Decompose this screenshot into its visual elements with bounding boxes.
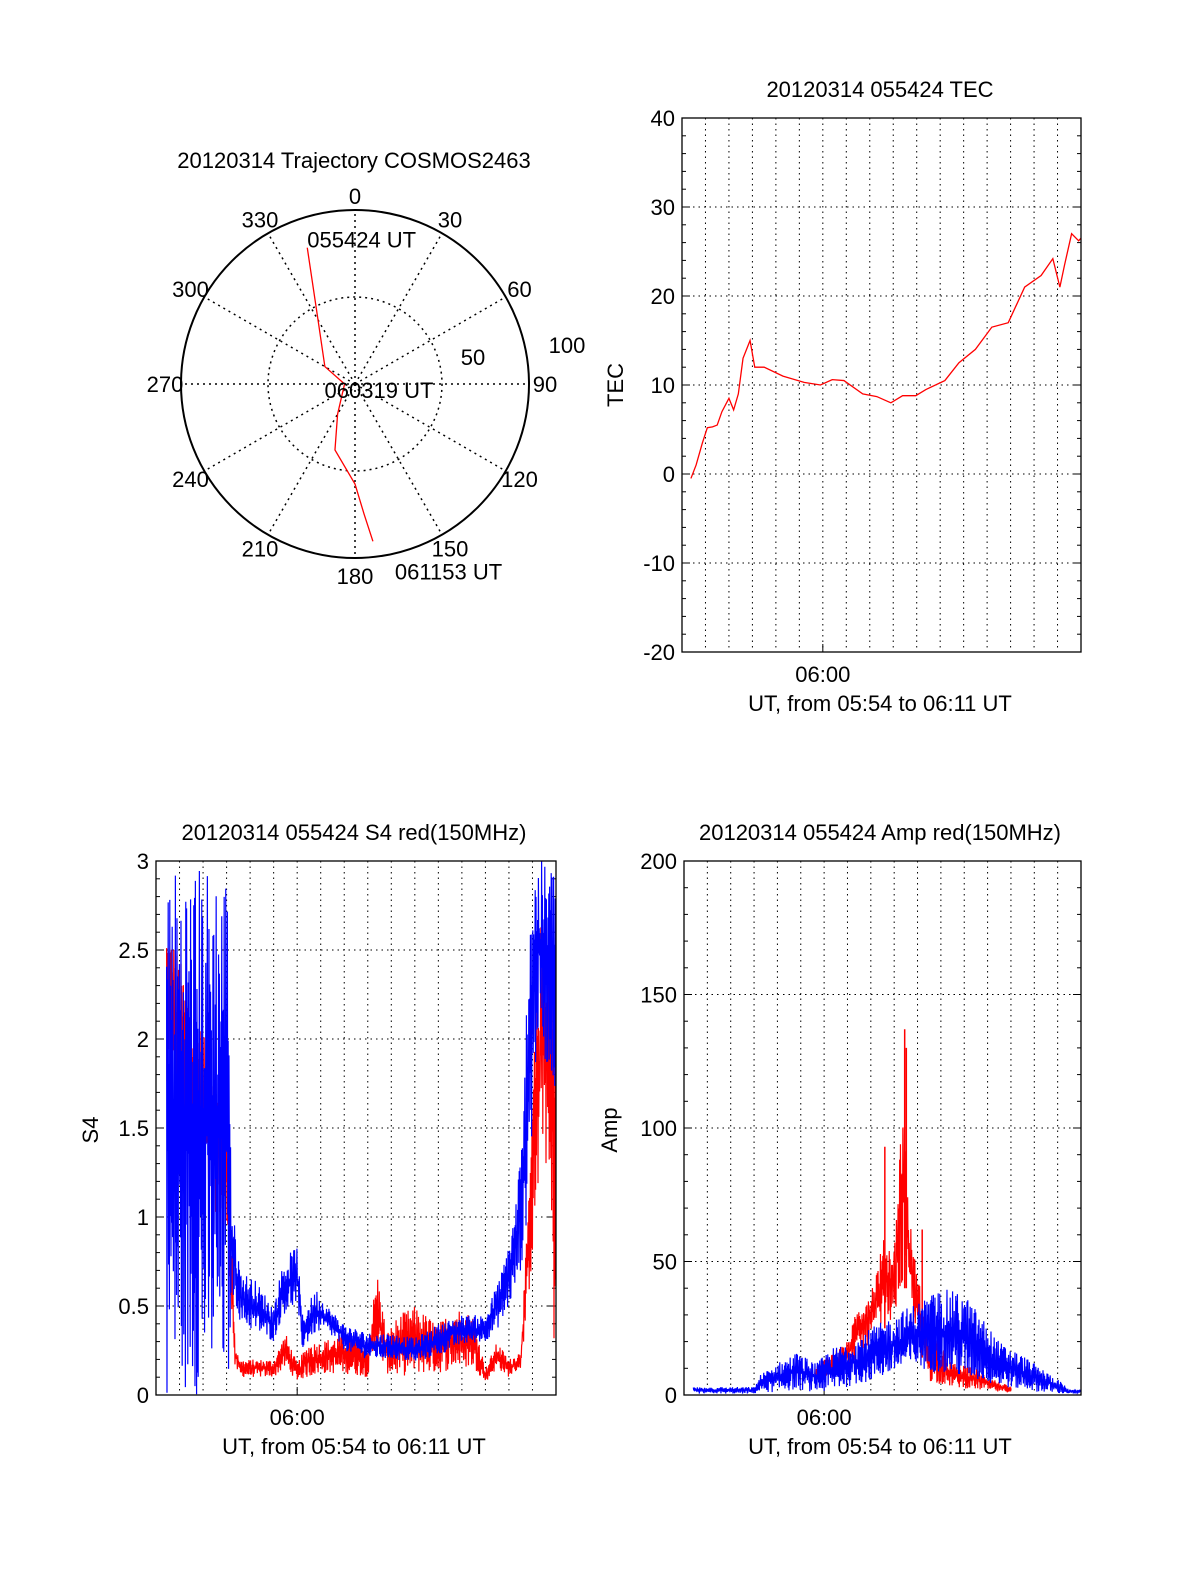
azimuth-tick-label: 0	[349, 184, 361, 209]
radial-label-50: 50	[461, 345, 485, 370]
azimuth-tick-label: 210	[242, 537, 279, 562]
azimuth-tick-label: 270	[147, 372, 184, 397]
y-tick-label: 0	[665, 1383, 677, 1408]
tec-ylabel: TEC	[603, 363, 628, 407]
plot-frame	[683, 860, 1082, 1396]
polar-grid-circle-50	[267, 296, 443, 472]
trajectory-time-label: 061153 UT	[395, 559, 502, 584]
azimuth-tick-label: 120	[501, 467, 538, 492]
series-group	[692, 1029, 1081, 1395]
polar-spoke	[354, 232, 443, 385]
azimuth-tick-label: 180	[337, 564, 374, 589]
series-line-TEC	[690, 232, 1081, 479]
series-group	[690, 232, 1081, 479]
y-tick-label: -10	[643, 551, 675, 576]
y-tick-label: 0.5	[118, 1294, 149, 1319]
polar-outer-circle	[180, 209, 530, 559]
series-line-blue	[692, 1289, 1081, 1395]
y-tick-label: 1	[137, 1205, 149, 1230]
s4-ylabel: S4	[78, 1117, 103, 1144]
y-tick-label: 2.5	[118, 938, 149, 963]
azimuth-tick-label: 90	[533, 372, 557, 397]
y-tick-label: 150	[640, 983, 677, 1008]
y-tick-label: 30	[651, 195, 675, 220]
x-tick-label: 06:00	[795, 662, 850, 687]
y-tick-label: 40	[651, 106, 675, 131]
polar-trajectory-plot: 20120314 Trajectory COSMOS2463 0 30 60 90 12…	[147, 148, 586, 589]
azimuth-tick-label: 30	[438, 207, 462, 232]
azimuth-tick-label: 60	[507, 277, 531, 302]
trajectory-time-label: 055424 UT	[307, 228, 416, 253]
series-group	[165, 861, 556, 1395]
tec-xlabel: UT, from 05:54 to 06:11 UT	[748, 691, 1012, 716]
azimuth-tick-label: 150	[432, 537, 469, 562]
y-tick-label: 50	[653, 1250, 677, 1275]
tec-title: 20120314 055424 TEC	[766, 77, 993, 102]
polar-spoke	[354, 296, 507, 385]
y-tick-label: 10	[651, 373, 675, 398]
y-tick-label: -20	[643, 640, 675, 665]
polar-title: 20120314 Trajectory COSMOS2463	[177, 148, 530, 173]
plot-frame	[681, 117, 1082, 653]
amp-plot: 20120314 055424 Amp red(150MHz) UT, from…	[597, 820, 1082, 1459]
y-tick-label: 200	[640, 849, 677, 874]
y-tick-label: 2	[137, 1027, 149, 1052]
trajectory-line	[306, 247, 374, 542]
s4-title: 20120314 055424 S4 red(150MHz)	[182, 820, 527, 845]
y-tick-label: 0	[137, 1383, 149, 1408]
y-tick-label: 20	[651, 284, 675, 309]
polar-spoke	[354, 383, 507, 472]
y-tick-label: 1.5	[118, 1116, 149, 1141]
polar-spoke	[267, 232, 356, 385]
trajectory-time-label: 060319 UT	[325, 378, 434, 403]
x-tick-label: 06:00	[270, 1405, 325, 1430]
amp-xlabel: UT, from 05:54 to 06:11 UT	[748, 1434, 1012, 1459]
polar-spoke	[354, 383, 443, 536]
y-tick-label: 0	[663, 462, 675, 487]
azimuth-tick-label: 330	[242, 207, 279, 232]
polar-spoke	[267, 383, 356, 536]
amp-title: 20120314 055424 Amp red(150MHz)	[699, 820, 1061, 845]
plot-frame	[155, 860, 557, 1396]
azimuth-tick-label: 240	[172, 467, 209, 492]
y-tick-label: 100	[640, 1116, 677, 1141]
polar-spoke	[203, 296, 356, 385]
s4-plot: 20120314 055424 S4 red(150MHz) UT, from …	[78, 820, 557, 1459]
series-line-blue	[165, 861, 556, 1395]
polar-spoke	[203, 383, 356, 472]
s4-xlabel: UT, from 05:54 to 06:11 UT	[222, 1434, 486, 1459]
x-tick-label: 06:00	[797, 1405, 852, 1430]
y-tick-label: 3	[137, 849, 149, 874]
tec-plot: 20120314 055424 TEC UT, from 05:54 to 06…	[603, 77, 1082, 716]
radial-label-100: 100	[549, 333, 586, 358]
amp-ylabel: Amp	[597, 1107, 622, 1152]
